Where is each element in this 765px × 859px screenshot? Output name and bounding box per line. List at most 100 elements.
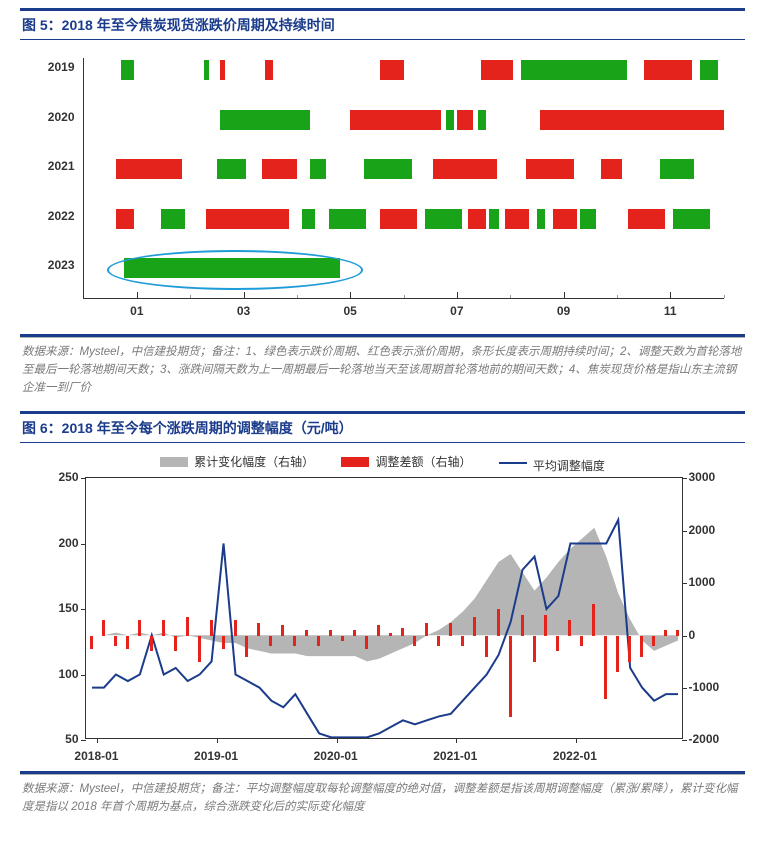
legend-area-label: 累计变化幅度（右轴） bbox=[194, 453, 314, 470]
period-bar bbox=[425, 209, 462, 229]
diff-bar bbox=[509, 636, 512, 717]
period-bar bbox=[526, 159, 574, 179]
diff-bar bbox=[604, 636, 607, 699]
period-bar bbox=[262, 159, 297, 179]
period-bar bbox=[468, 209, 487, 229]
figure-5-title: 图 5：2018 年至今焦炭现货涨跌价周期及持续时间 bbox=[20, 8, 745, 40]
y-right-tick: 1000 bbox=[689, 575, 743, 589]
diff-bar bbox=[102, 620, 105, 636]
x-tick-label: 05 bbox=[343, 304, 356, 318]
diff-bar bbox=[377, 625, 380, 635]
period-bar bbox=[217, 159, 246, 179]
diff-bar bbox=[640, 636, 643, 657]
period-bar bbox=[446, 110, 454, 130]
y-right-tick: -2000 bbox=[689, 732, 743, 746]
y-right-tick: -1000 bbox=[689, 680, 743, 694]
period-bar bbox=[204, 60, 209, 80]
y-tick-label: 2021 bbox=[23, 159, 75, 173]
diff-bar bbox=[305, 630, 308, 635]
x-tick bbox=[137, 292, 138, 298]
legend-bars-label: 调整差额（右轴） bbox=[375, 453, 471, 470]
period-bar bbox=[489, 209, 500, 229]
figure-5-caption: 数据来源：Mysteel，中信建投期货；备注：1、绿色表示跌价周期、红色表示涨价… bbox=[20, 338, 745, 397]
period-bar bbox=[673, 209, 710, 229]
area-series bbox=[91, 528, 677, 662]
period-bar bbox=[580, 209, 596, 229]
period-bar bbox=[537, 209, 545, 229]
period-bar bbox=[329, 209, 366, 229]
x-tick bbox=[244, 292, 245, 298]
diff-bar bbox=[544, 615, 547, 636]
x-tick bbox=[670, 292, 671, 298]
period-bar bbox=[644, 60, 692, 80]
diff-bar bbox=[150, 636, 153, 652]
y-left-tick: 150 bbox=[23, 601, 79, 615]
chart1-plot: 010305070911 bbox=[83, 58, 724, 299]
period-bar bbox=[481, 60, 513, 80]
period-bar bbox=[161, 209, 185, 229]
period-bar bbox=[660, 159, 695, 179]
diff-bar bbox=[126, 636, 129, 649]
diff-bar bbox=[533, 636, 536, 662]
diff-bar bbox=[592, 604, 595, 635]
diff-bar bbox=[317, 636, 320, 646]
chart2: 累计变化幅度（右轴） 调整差额（右轴） 平均调整幅度 5010015020025… bbox=[23, 447, 743, 767]
diff-bar bbox=[676, 630, 679, 635]
chart2-plot bbox=[85, 477, 683, 739]
diff-bar bbox=[628, 636, 631, 662]
period-bar bbox=[310, 159, 326, 179]
legend-line: 平均调整幅度 bbox=[499, 457, 605, 474]
diff-bar bbox=[174, 636, 177, 652]
diff-bar bbox=[234, 620, 237, 636]
diff-bar bbox=[162, 620, 165, 636]
y-left-tick: 200 bbox=[23, 536, 79, 550]
diff-bar bbox=[186, 617, 189, 635]
figure-6-caption: 数据来源：Mysteel，中信建投期货；备注：平均调整幅度取每轮调整幅度的绝对值… bbox=[20, 775, 745, 817]
period-bar bbox=[220, 110, 311, 130]
x-tick-label: 2019-01 bbox=[194, 749, 238, 763]
period-bar bbox=[457, 110, 473, 130]
diff-bar bbox=[222, 636, 225, 649]
diff-bar bbox=[114, 636, 117, 646]
diff-bar bbox=[353, 630, 356, 635]
y-tick-label: 2020 bbox=[23, 110, 75, 124]
y-tick-label: 2019 bbox=[23, 60, 75, 74]
period-bar bbox=[380, 209, 417, 229]
diff-bar bbox=[257, 623, 260, 636]
diff-bar bbox=[281, 625, 284, 635]
period-bar bbox=[433, 159, 497, 179]
period-bar bbox=[116, 209, 135, 229]
period-bar bbox=[121, 60, 134, 80]
diff-bar bbox=[245, 636, 248, 657]
diff-bar bbox=[425, 623, 428, 636]
diff-bar bbox=[664, 630, 667, 635]
y-left-tick: 250 bbox=[23, 470, 79, 484]
diff-bar bbox=[521, 615, 524, 636]
x-tick-label: 07 bbox=[450, 304, 463, 318]
y-left-tick: 100 bbox=[23, 667, 79, 681]
legend-line-label: 平均调整幅度 bbox=[533, 457, 605, 474]
x-tick bbox=[350, 292, 351, 298]
diff-bar bbox=[389, 633, 392, 636]
diff-bar bbox=[473, 617, 476, 635]
period-bar bbox=[540, 110, 724, 130]
figure-5: 图 5：2018 年至今焦炭现货涨跌价周期及持续时间 010305070911 … bbox=[20, 8, 745, 397]
period-bar bbox=[553, 209, 577, 229]
x-tick-label: 09 bbox=[557, 304, 570, 318]
period-bar bbox=[521, 60, 628, 80]
period-bar bbox=[505, 209, 529, 229]
diff-bar bbox=[616, 636, 619, 673]
x-tick bbox=[564, 292, 565, 298]
period-bar bbox=[265, 60, 273, 80]
diff-bar bbox=[461, 636, 464, 646]
diff-bar bbox=[568, 620, 571, 636]
y-right-tick: 0 bbox=[689, 628, 743, 642]
chart2-legend: 累计变化幅度（右轴） 调整差额（右轴） 平均调整幅度 bbox=[23, 447, 743, 476]
diff-bar bbox=[401, 628, 404, 636]
diff-bar bbox=[198, 636, 201, 662]
period-bar bbox=[700, 60, 719, 80]
period-bar bbox=[206, 209, 289, 229]
diff-bar bbox=[341, 636, 344, 641]
diff-bar bbox=[293, 636, 296, 646]
diff-bar bbox=[329, 630, 332, 635]
